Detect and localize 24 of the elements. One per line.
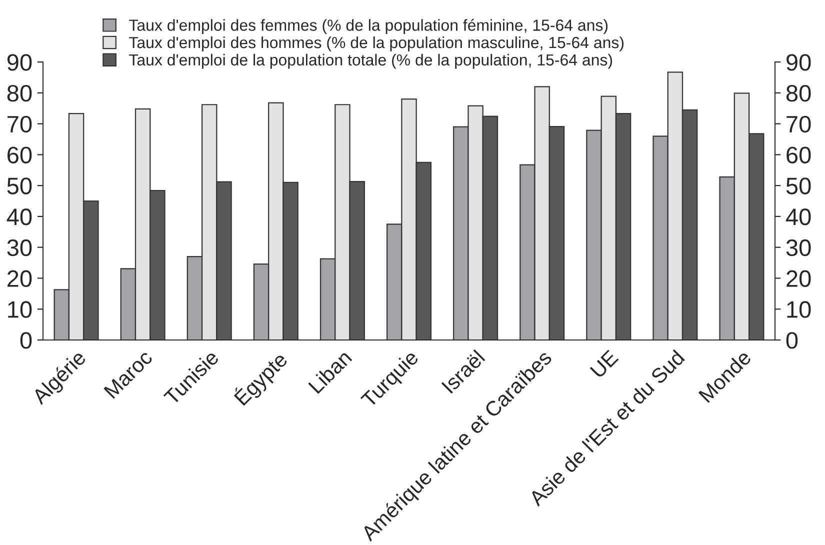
y-tick-label: 70 xyxy=(8,116,32,133)
y2-tick-label: 30 xyxy=(786,239,811,256)
y2-tick-label: 70 xyxy=(786,116,811,133)
y2-tick-label: 10 xyxy=(787,301,811,318)
y2-tick-label: 80 xyxy=(786,84,811,102)
y-tick-label: 20 xyxy=(8,270,32,288)
y2-tick-label: 50 xyxy=(786,178,811,194)
y2-tick-label: 60 xyxy=(786,146,811,164)
y-tick-label: 90 xyxy=(7,54,32,71)
legend-label: Taux d'emploi de la population totale (% de la population, 15-64 ans) xyxy=(129,54,612,69)
y-tick-label: 0 xyxy=(20,332,32,349)
x-tick-label: UE xyxy=(590,350,619,378)
y2-tick-label: 20 xyxy=(786,270,811,288)
y-tick-label: 80 xyxy=(7,84,32,102)
y-tick-label: 10 xyxy=(8,301,32,318)
y2-tick-label: 40 xyxy=(786,208,811,226)
y-tick-label: 30 xyxy=(7,239,32,256)
legend-label: Taux d'emploi des femmes (% de la population féminine, 15-64 ans) xyxy=(129,18,608,34)
legend-label: Taux d'emploi des hommes (% de la population masculine, 15-64 ans) xyxy=(129,36,624,52)
y-tick-label: 60 xyxy=(8,146,32,164)
y-tick-label: 50 xyxy=(7,178,32,194)
y2-tick-label: 90 xyxy=(786,54,811,71)
y-tick-label: 40 xyxy=(6,208,32,226)
y2-tick-label: 0 xyxy=(786,332,798,349)
